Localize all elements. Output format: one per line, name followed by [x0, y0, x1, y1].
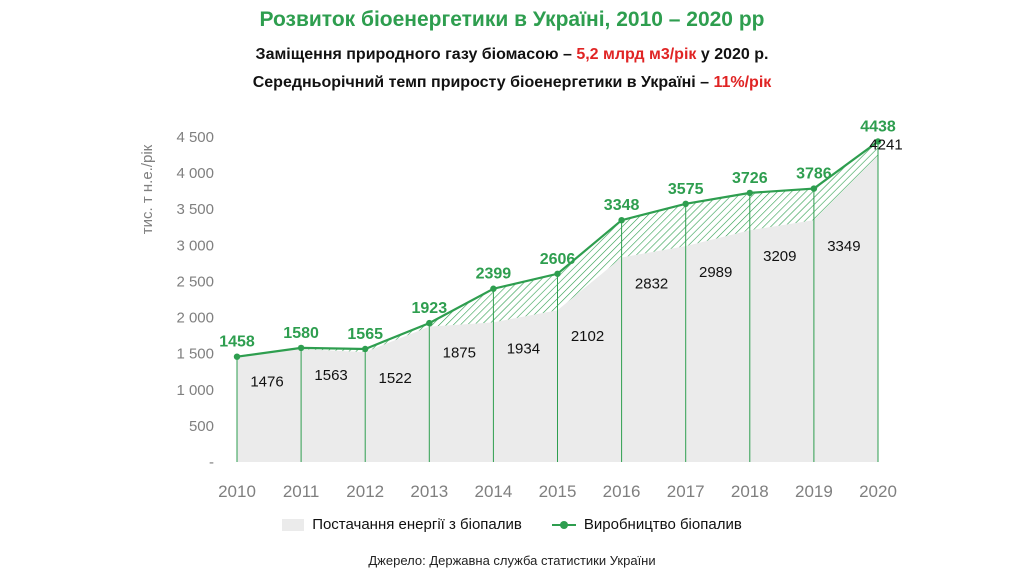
x-tick-label: 2014 [474, 482, 512, 501]
legend-item-supply: Постачання енергії з біопалив [282, 516, 522, 533]
x-tick-label: 2013 [410, 482, 448, 501]
legend-label-production: Виробництво біопалив [583, 516, 742, 533]
production-point-2013 [426, 319, 433, 327]
y-tick-label: - [209, 454, 214, 471]
y-tick-label: 2 000 [176, 310, 214, 327]
x-tick-label: 2011 [283, 482, 320, 501]
supply-value-label: 1934 [507, 340, 540, 357]
legend-label-supply: Постачання енергії з біопалив [312, 516, 522, 533]
supply-value-label: 1875 [443, 345, 476, 362]
y-tick-label: 500 [189, 418, 214, 435]
production-point-2010 [233, 353, 241, 360]
production-point-2019 [810, 185, 818, 192]
production-point-2016 [618, 217, 625, 224]
chart-legend: Постачання енергії з біопалив Виробництв… [0, 516, 1024, 533]
x-tick-label: 2020 [859, 482, 897, 501]
production-point-2011 [297, 344, 305, 352]
supply-value-label: 3349 [827, 238, 860, 255]
y-tick-label: 1 500 [176, 346, 214, 363]
chart-title: Розвиток біоенергетики в Україні, 2010 –… [259, 8, 765, 31]
y-tick-label: 3 000 [176, 237, 214, 254]
production-value-label: 1580 [283, 325, 319, 342]
production-value-label: 1565 [347, 326, 383, 343]
supply-value-label: 2102 [571, 328, 604, 345]
legend-swatch-supply [282, 518, 305, 531]
subtitle-gas-prefix: Заміщення природного газу біомасою – [255, 46, 577, 63]
subtitle-growth-prefix: Середньорічний темп приросту біоенергети… [252, 74, 714, 91]
subtitle-growth-value: 11%/рік [713, 74, 772, 91]
production-point-2014 [490, 285, 497, 292]
x-tick-label: 2012 [346, 482, 384, 501]
production-value-label: 3575 [668, 181, 704, 198]
x-tick-label: 2019 [795, 482, 833, 501]
supply-value-label: 2989 [699, 264, 732, 281]
production-point-2015 [554, 270, 561, 277]
production-point-2017 [682, 200, 689, 208]
supply-value-label: 3209 [763, 248, 796, 265]
y-tick-label: 4 500 [176, 129, 214, 146]
production-value-label: 1458 [219, 334, 255, 351]
production-point-2012 [362, 345, 369, 353]
y-axis-title: тис. т н.е./рік [139, 144, 156, 234]
x-tick-label: 2018 [731, 482, 769, 501]
y-tick-label: 4 000 [176, 165, 214, 182]
supply-value-label: 1522 [379, 370, 412, 387]
production-value-label: 3786 [796, 166, 832, 183]
x-tick-label: 2016 [603, 482, 641, 501]
subtitle-growth-rate: Середньорічний темп приросту біоенергети… [0, 74, 1024, 92]
x-tick-label: 2017 [667, 482, 705, 501]
supply-value-label: 2832 [635, 275, 668, 292]
legend-item-production: Виробництво біопалив [551, 516, 742, 533]
production-point-2018 [746, 189, 753, 197]
production-point-2020 [874, 138, 882, 145]
supply-value-label: 1563 [314, 367, 347, 384]
x-tick-label: 2015 [539, 482, 577, 501]
supply-value-label: 1476 [250, 373, 283, 390]
subtitle-gas-substitution: Заміщення природного газу біомасою – 5,2… [0, 46, 1024, 64]
x-tick-label: 2010 [218, 482, 256, 501]
y-tick-label: 1 000 [176, 382, 214, 399]
legend-swatch-production [551, 519, 576, 531]
supply-area [237, 155, 878, 462]
production-value-label: 2606 [540, 251, 576, 268]
supply-value-label: 4241 [869, 137, 902, 154]
subtitle-gas-value: 5,2 млрд м3/рік [576, 46, 697, 63]
subtitle-gas-suffix: у 2020 р. [696, 46, 769, 63]
y-tick-label: 3 500 [176, 201, 214, 218]
production-value-label: 1923 [412, 300, 448, 317]
production-value-label: 4438 [860, 118, 896, 135]
production-value-label: 3348 [604, 197, 640, 214]
production-value-label: 2399 [476, 266, 512, 283]
y-tick-label: 2 500 [176, 273, 214, 290]
source-note: Джерело: Державна служба статистики Укра… [368, 553, 656, 568]
production-value-label: 3726 [732, 170, 768, 187]
